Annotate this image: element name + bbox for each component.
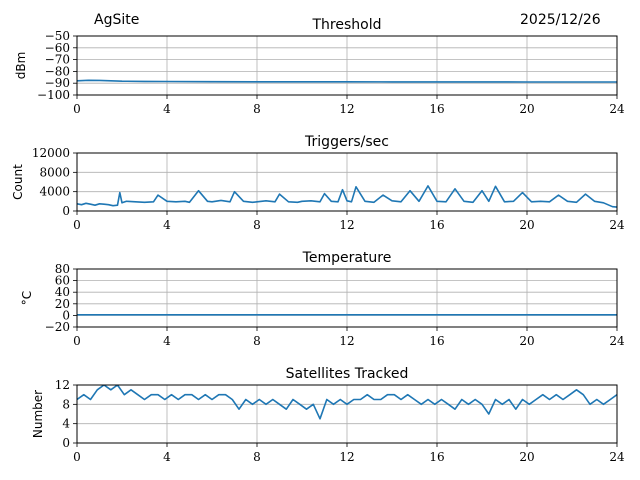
x-tick-label: 12 <box>339 102 354 116</box>
x-tick-label: 0 <box>73 450 81 464</box>
y-axis-label: Number <box>31 390 45 438</box>
y-tick-label: 80 <box>55 262 70 276</box>
y-tick-label: 8 <box>62 397 70 411</box>
x-tick-label: 16 <box>429 450 444 464</box>
series-line <box>77 385 617 420</box>
plot-frame <box>76 35 618 96</box>
x-tick-label: 24 <box>609 334 625 348</box>
x-tick-label: 16 <box>429 334 444 348</box>
x-tick-label: 12 <box>339 334 354 348</box>
y-tick-label: 20 <box>55 297 70 311</box>
series-line <box>77 79 617 83</box>
x-tick-label: 4 <box>163 334 171 348</box>
y-tick-label: 4 <box>62 417 70 431</box>
x-tick-label: 0 <box>73 102 81 116</box>
x-tick-label: 8 <box>253 450 261 464</box>
x-tick-label: 8 <box>253 218 261 232</box>
y-tick-label: 8000 <box>39 165 70 179</box>
x-tick-label: 4 <box>163 102 171 116</box>
y-tick-label: 4000 <box>39 185 70 199</box>
x-tick-label: 20 <box>519 218 534 232</box>
x-tick-label: 24 <box>609 450 625 464</box>
plot-frame <box>76 152 618 212</box>
plot-frame <box>76 268 618 328</box>
x-tick-label: 16 <box>429 102 444 116</box>
y-tick-label: −50 <box>45 29 70 43</box>
site-name: AgSite <box>94 12 140 28</box>
y-tick-label: 12000 <box>32 146 70 160</box>
x-tick-label: 20 <box>519 334 534 348</box>
y-tick-label: 40 <box>55 285 70 299</box>
panel-title: Satellites Tracked <box>286 366 409 382</box>
x-tick-label: 0 <box>73 334 81 348</box>
plot-frame <box>76 384 618 444</box>
x-tick-label: 12 <box>339 450 354 464</box>
y-tick-label: −70 <box>45 53 70 67</box>
x-tick-label: 16 <box>429 218 444 232</box>
x-tick-label: 0 <box>73 218 81 232</box>
y-tick-label: 0 <box>62 308 70 322</box>
x-tick-label: 24 <box>609 218 625 232</box>
y-tick-label: −80 <box>45 64 70 78</box>
panel-title: Triggers/sec <box>304 134 389 150</box>
x-tick-label: 20 <box>519 102 534 116</box>
y-tick-label: −100 <box>37 88 70 102</box>
y-axis-label: °C <box>20 291 34 305</box>
series-line <box>77 185 617 208</box>
panel-title: Threshold <box>312 17 382 33</box>
y-tick-label: 60 <box>55 274 70 288</box>
x-tick-label: 24 <box>609 102 625 116</box>
y-tick-label: −60 <box>45 41 70 55</box>
x-tick-label: 4 <box>163 218 171 232</box>
y-tick-label: 12 <box>55 378 70 392</box>
x-tick-label: 4 <box>163 450 171 464</box>
y-tick-label: −90 <box>45 76 70 90</box>
x-tick-label: 20 <box>519 450 534 464</box>
y-axis-label: dBm <box>14 52 28 80</box>
y-axis-label: Count <box>11 164 25 200</box>
panel-title: Temperature <box>302 250 392 266</box>
x-tick-label: 8 <box>253 102 261 116</box>
y-tick-label: 0 <box>62 204 70 218</box>
y-tick-label: −20 <box>45 320 70 334</box>
y-tick-label: 0 <box>62 436 70 450</box>
report-date: 2025/12/26 <box>520 12 601 28</box>
x-tick-label: 12 <box>339 218 354 232</box>
x-tick-label: 8 <box>253 334 261 348</box>
